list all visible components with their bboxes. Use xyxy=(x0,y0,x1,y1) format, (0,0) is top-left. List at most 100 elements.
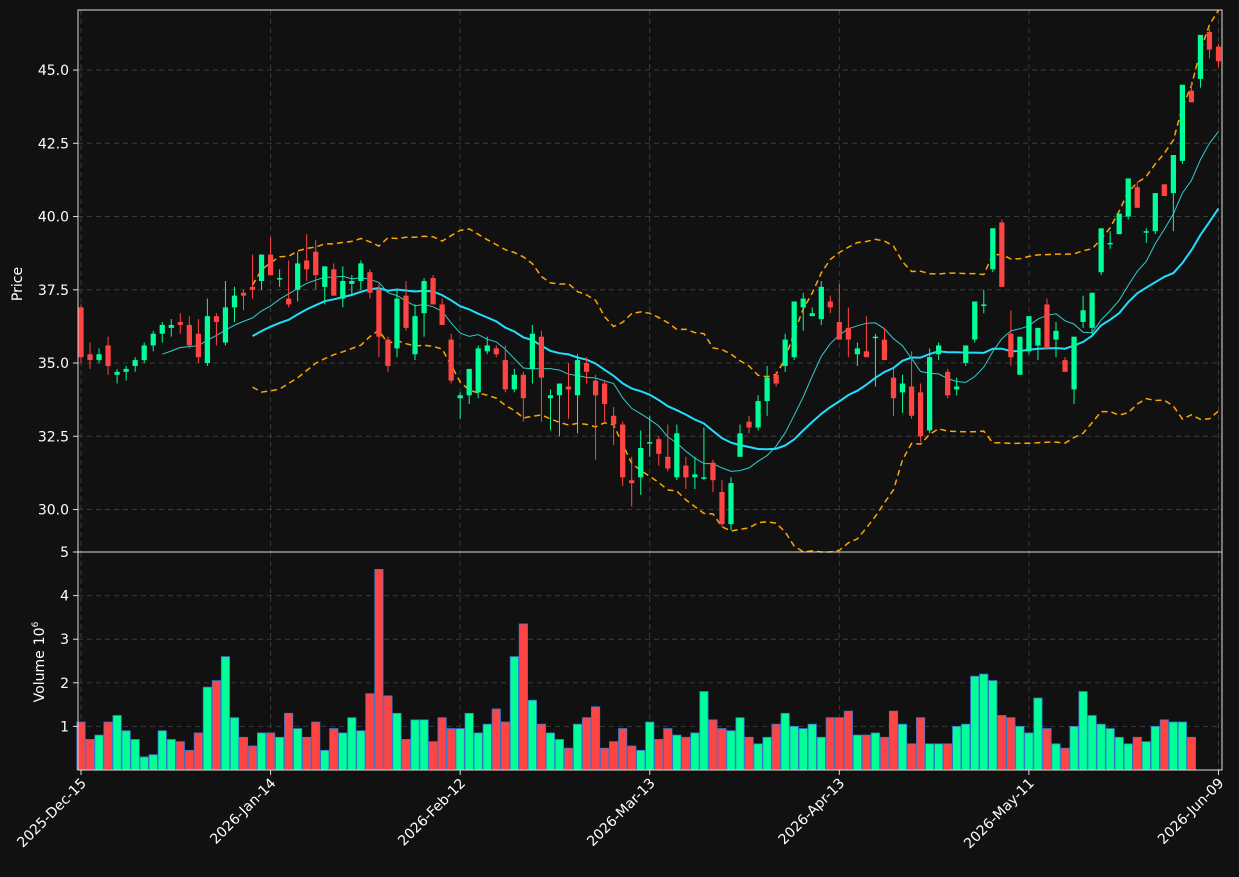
candle-body xyxy=(132,360,138,366)
volume-bar xyxy=(338,732,348,771)
candle-body xyxy=(511,374,517,390)
volume-bar xyxy=(284,712,294,771)
volume-bar xyxy=(293,728,303,771)
candle-body xyxy=(1062,360,1068,372)
candle-body xyxy=(1215,46,1222,62)
volume-bar xyxy=(275,736,285,771)
candle-body xyxy=(331,269,337,296)
candle-body xyxy=(746,421,752,428)
volume-bar xyxy=(419,719,429,771)
candle-body xyxy=(954,386,960,390)
volume-bar xyxy=(148,754,158,771)
volume-bar xyxy=(1114,736,1124,771)
candle-body xyxy=(529,333,536,369)
volume-bar xyxy=(383,695,393,771)
candle-body xyxy=(647,442,653,444)
volume-axis-ticks: 1 2 3 4 5 xyxy=(60,545,78,735)
candle-body xyxy=(286,298,292,305)
volume-tick-label: 2 xyxy=(60,676,69,692)
upper-band-line xyxy=(251,9,1220,378)
candle-body xyxy=(1134,187,1140,208)
candle-body xyxy=(881,339,888,361)
volume-bar xyxy=(193,732,203,771)
candle-body xyxy=(556,383,563,396)
slow-moving-average-line xyxy=(252,207,1220,451)
volume-bar xyxy=(997,715,1007,771)
candle-body xyxy=(981,304,987,306)
x-tick-label: 2026-Mar-13 xyxy=(584,776,658,850)
candle-body xyxy=(186,324,192,346)
volume-bar xyxy=(600,747,610,771)
candle-body xyxy=(403,295,409,328)
volume-bar xyxy=(401,739,411,771)
candle-body xyxy=(1026,316,1032,352)
volume-bar xyxy=(356,730,366,771)
candle-body xyxy=(349,281,355,284)
volume-bar xyxy=(238,736,249,771)
volume-bar xyxy=(888,710,899,771)
candle-body xyxy=(520,374,526,399)
volume-bar xyxy=(916,717,926,771)
candle-body xyxy=(1152,193,1158,232)
volume-bar xyxy=(672,734,682,771)
x-tick-label: 2026-Jan-14 xyxy=(207,775,279,847)
volume-bar xyxy=(834,717,844,771)
price-tick-label: 32.5 xyxy=(38,429,69,445)
candle-body xyxy=(385,339,391,366)
candle-body xyxy=(358,263,364,281)
candle-body xyxy=(538,336,545,378)
volume-bar xyxy=(699,691,709,771)
x-tick-label: 2026-May-11 xyxy=(961,776,1038,853)
candle-body xyxy=(493,348,499,355)
volume-bar xyxy=(545,732,555,771)
volume-bar xyxy=(1132,736,1142,771)
volume-bar xyxy=(744,736,754,771)
candle-body xyxy=(1143,231,1149,233)
volume-bar xyxy=(861,734,871,771)
volume-bar xyxy=(979,673,989,771)
candle-body xyxy=(96,354,102,361)
candle-body xyxy=(638,447,644,478)
candle-body xyxy=(141,345,147,361)
candle-body xyxy=(1206,31,1213,50)
volume-bar xyxy=(726,730,736,771)
candle-body xyxy=(1080,310,1086,323)
candle-body xyxy=(1161,184,1167,197)
candle-body xyxy=(620,424,626,478)
candle-body xyxy=(683,465,689,478)
volume-bar xyxy=(708,719,718,771)
candle-body xyxy=(1008,333,1014,358)
volume-axis-label-base: 10 xyxy=(32,627,48,645)
volume-tick-label: 4 xyxy=(60,589,69,605)
candle-body xyxy=(376,289,382,337)
volume-bar xyxy=(870,732,880,771)
candle-body xyxy=(1125,178,1131,217)
candle-body xyxy=(773,374,779,384)
volume-bar xyxy=(1105,728,1115,771)
x-tick-label: 2026-Feb-12 xyxy=(395,776,469,850)
volume-bar xyxy=(1051,743,1061,771)
candle-body xyxy=(917,392,924,437)
candle-body xyxy=(204,316,211,364)
volume-bar xyxy=(618,728,628,771)
volume-bar xyxy=(961,723,971,771)
volume-bar xyxy=(518,623,528,771)
candle-body xyxy=(972,301,978,340)
volume-bar xyxy=(311,721,321,771)
candle-body xyxy=(502,360,508,390)
volume-bar xyxy=(934,743,944,771)
candle-body xyxy=(719,491,725,525)
candle-body xyxy=(322,266,328,287)
candle-body xyxy=(421,281,427,314)
candle-body xyxy=(592,380,599,396)
candle-body xyxy=(809,313,815,317)
candle-body xyxy=(854,348,861,355)
lower-band-line xyxy=(252,329,1219,553)
x-tick-label: 2025-Dec-15 xyxy=(14,776,89,851)
volume-bar xyxy=(320,749,330,771)
volume-bar xyxy=(455,728,465,771)
volume-bar xyxy=(925,743,935,771)
volume-bar xyxy=(85,739,95,771)
